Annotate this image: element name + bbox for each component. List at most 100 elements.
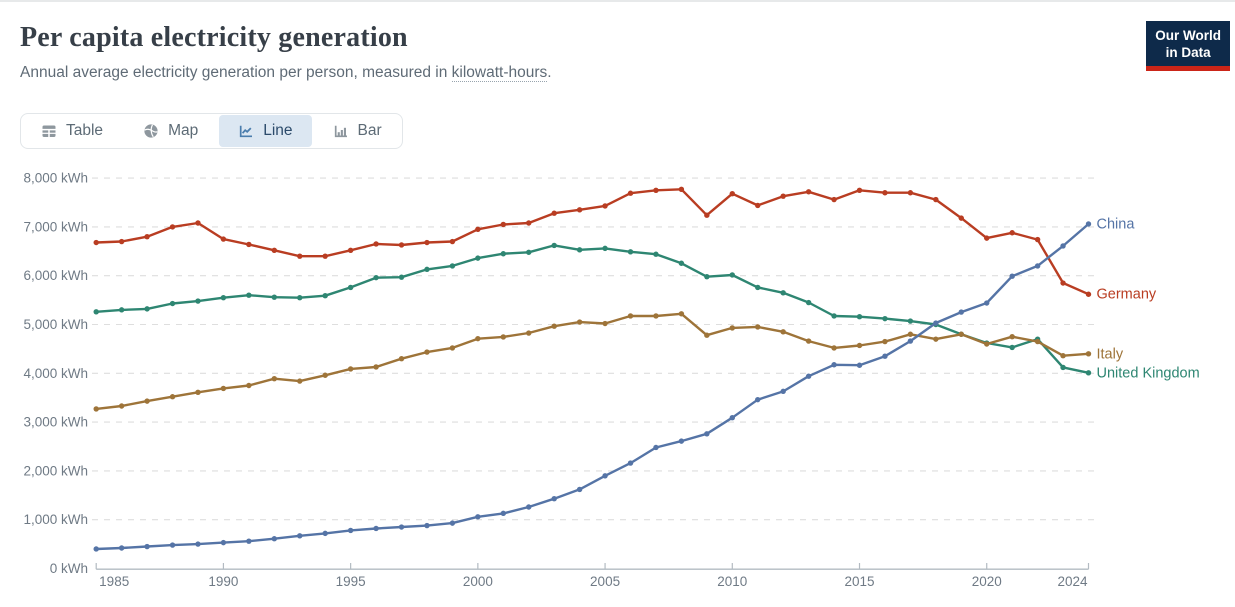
data-point [576, 247, 583, 253]
data-point [755, 324, 761, 330]
series-line-china[interactable] [96, 223, 1090, 551]
data-point [1009, 230, 1015, 236]
data-point [907, 190, 914, 196]
data-point [347, 284, 354, 291]
tab-table[interactable]: Table [22, 115, 122, 147]
data-point [729, 272, 735, 278]
data-point [678, 260, 685, 266]
data-point [831, 362, 837, 368]
y-tick-label: 6,000 kWh [23, 268, 88, 283]
series-label-germany[interactable]: Germany [1097, 287, 1157, 303]
tab-line[interactable]: Line [219, 115, 312, 147]
data-point [831, 313, 837, 319]
subtitle-period: . [547, 64, 552, 81]
data-point [602, 203, 608, 209]
data-point [984, 300, 990, 306]
data-point [424, 266, 430, 273]
data-point [551, 210, 557, 216]
data-point [347, 247, 354, 254]
data-point [856, 187, 863, 193]
data-point [169, 300, 176, 307]
data-point [297, 294, 303, 301]
data-point [398, 242, 405, 248]
series-label-china[interactable]: China [1097, 216, 1136, 232]
series-line-germany[interactable] [96, 188, 1089, 296]
data-point [627, 460, 634, 466]
data-point [169, 394, 176, 400]
data-point [1034, 263, 1041, 269]
series-label-italy[interactable]: Italy [1097, 346, 1124, 362]
data-point [958, 331, 964, 337]
kilowatt-hours-link[interactable]: kilowatt-hours [451, 64, 548, 82]
page-title: Per capita electricity generation [20, 22, 408, 53]
data-point [678, 438, 685, 444]
data-point [449, 345, 456, 351]
data-point [118, 238, 125, 245]
data-point [93, 546, 99, 552]
series-line-united-kingdom[interactable] [96, 244, 1089, 374]
tab-label: Map [168, 122, 199, 139]
data-point [347, 527, 354, 534]
data-point [1085, 351, 1092, 357]
data-point [958, 215, 964, 221]
data-point [526, 330, 532, 336]
data-point [246, 382, 252, 389]
logo-line1: Our World [1155, 28, 1221, 43]
data-point [424, 349, 430, 355]
y-tick-label: 7,000 kWh [23, 219, 88, 234]
data-point [322, 372, 328, 378]
series-label-united-kingdom[interactable]: United Kingdom [1097, 365, 1200, 381]
y-tick-label: 2,000 kWh [23, 463, 88, 478]
data-point [1085, 291, 1092, 297]
data-point [984, 341, 990, 347]
data-point [1009, 273, 1015, 279]
data-point [271, 247, 278, 254]
x-tick-label: 2024 [1057, 574, 1088, 589]
tab-bar[interactable]: Bar [314, 115, 401, 147]
data-point [1060, 364, 1066, 371]
data-point [551, 242, 557, 249]
data-point [118, 403, 125, 409]
data-point [347, 366, 354, 372]
data-point [627, 190, 634, 196]
data-point [195, 541, 201, 547]
data-point [1060, 243, 1066, 249]
data-point [322, 293, 328, 299]
data-point [576, 207, 583, 213]
tab-map[interactable]: Map [124, 115, 217, 147]
data-point [882, 190, 888, 196]
data-point [500, 510, 506, 517]
data-point [195, 389, 201, 396]
data-point [1060, 280, 1066, 286]
table-icon [41, 123, 57, 139]
y-tick-label: 1,000 kWh [23, 512, 88, 527]
y-tick-label: 4,000 kWh [23, 366, 88, 381]
data-point [933, 336, 939, 342]
line-chart-icon [238, 123, 254, 139]
data-point [475, 335, 481, 342]
data-point [169, 542, 176, 548]
data-point [933, 320, 939, 326]
chart-view-tabs: Table Map Line Bar [20, 113, 403, 149]
subtitle-text: Annual average electricity generation pe… [20, 64, 452, 81]
data-point [475, 226, 481, 233]
data-point [297, 253, 303, 259]
x-tick-label: 1985 [99, 574, 129, 589]
data-point [882, 315, 888, 322]
data-point [373, 274, 379, 281]
data-point [118, 307, 125, 313]
data-point [856, 362, 863, 368]
data-point [144, 233, 150, 240]
globe-icon [143, 123, 159, 139]
our-world-in-data-logo[interactable]: Our World in Data [1146, 21, 1230, 71]
data-point [118, 545, 125, 551]
data-point [449, 520, 456, 526]
data-point [93, 309, 99, 315]
data-point [373, 241, 379, 247]
data-point [933, 196, 939, 203]
bar-chart-icon [333, 123, 349, 139]
series-line-italy[interactable] [96, 312, 1089, 411]
data-point [729, 415, 735, 421]
data-point [882, 353, 888, 359]
data-point [678, 311, 685, 317]
